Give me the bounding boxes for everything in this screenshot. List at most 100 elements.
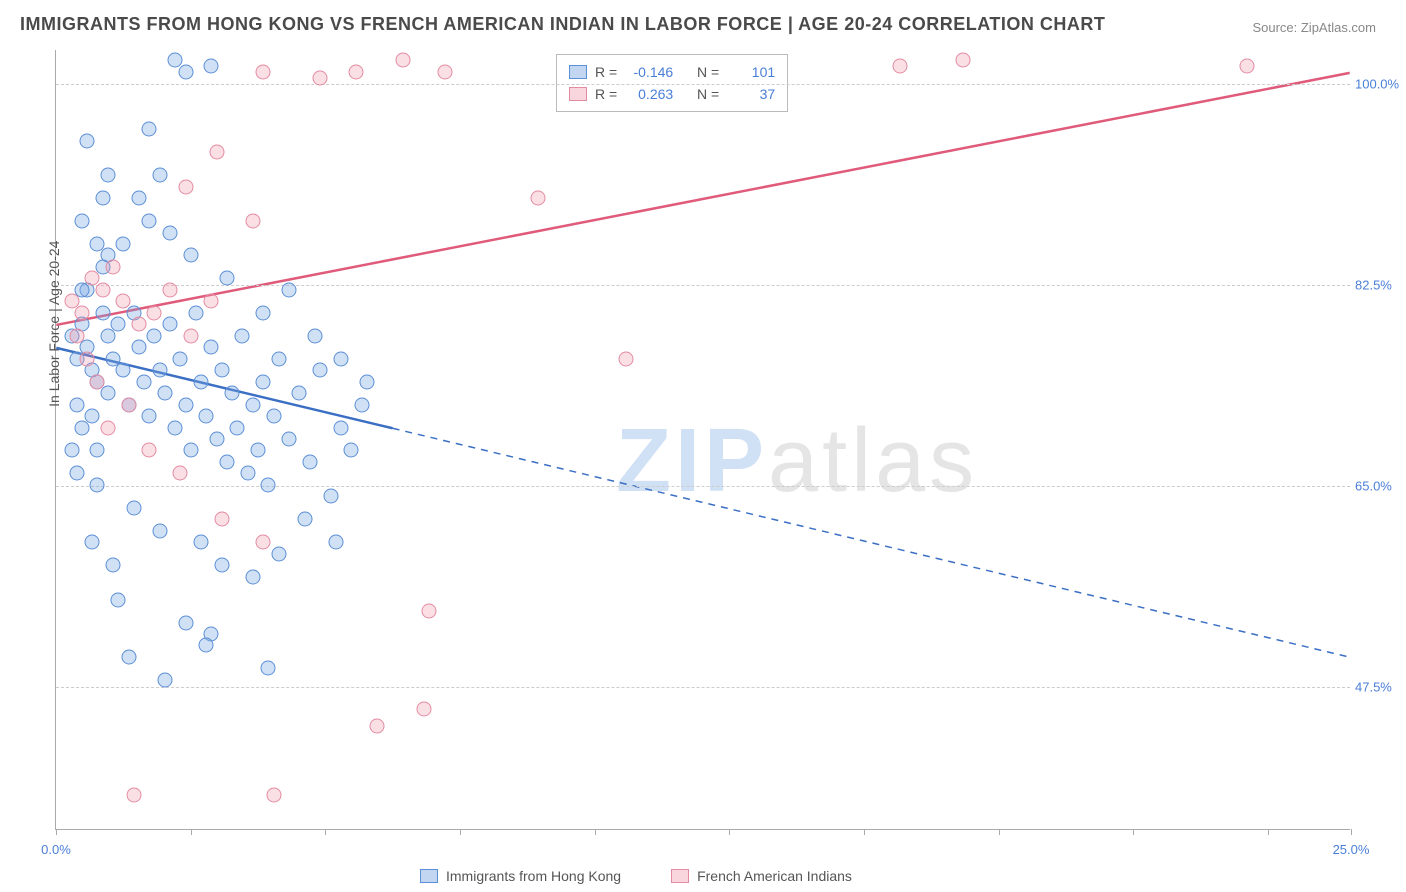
x-tick bbox=[1268, 829, 1269, 835]
data-point-b bbox=[396, 53, 411, 68]
trend-lines-layer bbox=[56, 50, 1350, 829]
x-tick bbox=[729, 829, 730, 835]
legend-label-a: Immigrants from Hong Kong bbox=[446, 868, 621, 884]
gridline-h bbox=[56, 285, 1350, 286]
data-point-b bbox=[421, 604, 436, 619]
data-point-a bbox=[178, 397, 193, 412]
data-point-b bbox=[142, 443, 157, 458]
data-point-a bbox=[168, 53, 183, 68]
data-point-b bbox=[80, 351, 95, 366]
x-tick bbox=[1351, 829, 1352, 835]
data-point-a bbox=[168, 420, 183, 435]
data-point-a bbox=[245, 569, 260, 584]
data-point-a bbox=[162, 225, 177, 240]
data-point-b bbox=[256, 535, 271, 550]
data-point-a bbox=[240, 466, 255, 481]
legend-item-b: French American Indians bbox=[671, 868, 852, 884]
source-attribution: Source: ZipAtlas.com bbox=[1252, 20, 1376, 35]
data-point-b bbox=[162, 282, 177, 297]
data-point-a bbox=[209, 432, 224, 447]
data-point-a bbox=[261, 477, 276, 492]
data-point-a bbox=[131, 340, 146, 355]
x-tick bbox=[864, 829, 865, 835]
data-point-a bbox=[69, 466, 84, 481]
data-point-a bbox=[188, 305, 203, 320]
x-tick bbox=[1133, 829, 1134, 835]
swatch-b-icon bbox=[671, 869, 689, 883]
legend-label-b: French American Indians bbox=[697, 868, 852, 884]
data-point-b bbox=[955, 53, 970, 68]
data-point-b bbox=[313, 70, 328, 85]
data-point-b bbox=[349, 64, 364, 79]
swatch-a-icon bbox=[420, 869, 438, 883]
y-axis-label: In Labor Force | Age 20-24 bbox=[46, 241, 62, 407]
y-tick-label: 65.0% bbox=[1355, 478, 1405, 493]
data-point-a bbox=[323, 489, 338, 504]
data-point-a bbox=[194, 535, 209, 550]
data-point-a bbox=[333, 420, 348, 435]
data-point-a bbox=[111, 592, 126, 607]
data-point-a bbox=[69, 397, 84, 412]
n-value-b: 37 bbox=[727, 83, 775, 105]
data-point-b bbox=[437, 64, 452, 79]
legend-item-a: Immigrants from Hong Kong bbox=[420, 868, 621, 884]
data-point-a bbox=[100, 386, 115, 401]
x-tick bbox=[460, 829, 461, 835]
bottom-legend: Immigrants from Hong Kong French America… bbox=[420, 868, 852, 884]
data-point-a bbox=[245, 397, 260, 412]
data-point-a bbox=[147, 328, 162, 343]
data-point-a bbox=[131, 191, 146, 206]
data-point-a bbox=[235, 328, 250, 343]
data-point-a bbox=[178, 615, 193, 630]
data-point-b bbox=[147, 305, 162, 320]
data-point-a bbox=[85, 535, 100, 550]
gridline-h bbox=[56, 486, 1350, 487]
data-point-a bbox=[116, 237, 131, 252]
data-point-a bbox=[302, 454, 317, 469]
data-point-b bbox=[95, 282, 110, 297]
data-point-a bbox=[116, 363, 131, 378]
data-point-a bbox=[142, 409, 157, 424]
r-label: R = bbox=[595, 83, 617, 105]
data-point-a bbox=[328, 535, 343, 550]
data-point-a bbox=[256, 305, 271, 320]
data-point-a bbox=[271, 351, 286, 366]
legend-row-a: R = -0.146 N = 101 bbox=[569, 61, 775, 83]
data-point-b bbox=[266, 787, 281, 802]
data-point-b bbox=[100, 420, 115, 435]
data-point-b bbox=[131, 317, 146, 332]
data-point-b bbox=[90, 374, 105, 389]
trend-line-a-dashed bbox=[393, 428, 1350, 657]
data-point-a bbox=[313, 363, 328, 378]
swatch-b-icon bbox=[569, 87, 587, 101]
r-label: R = bbox=[595, 61, 617, 83]
gridline-h bbox=[56, 84, 1350, 85]
data-point-b bbox=[173, 466, 188, 481]
chart-title: IMMIGRANTS FROM HONG KONG VS FRENCH AMER… bbox=[20, 14, 1105, 35]
data-point-a bbox=[214, 363, 229, 378]
data-point-a bbox=[100, 168, 115, 183]
data-point-a bbox=[74, 214, 89, 229]
n-label: N = bbox=[697, 83, 719, 105]
r-value-b: 0.263 bbox=[625, 83, 673, 105]
x-tick bbox=[999, 829, 1000, 835]
data-point-a bbox=[225, 386, 240, 401]
data-point-a bbox=[230, 420, 245, 435]
data-point-a bbox=[214, 558, 229, 573]
data-point-b bbox=[214, 512, 229, 527]
data-point-a bbox=[199, 409, 214, 424]
data-point-a bbox=[152, 523, 167, 538]
data-point-a bbox=[282, 432, 297, 447]
data-point-a bbox=[333, 351, 348, 366]
data-point-a bbox=[157, 386, 172, 401]
source-name: ZipAtlas.com bbox=[1301, 20, 1376, 35]
x-tick bbox=[595, 829, 596, 835]
data-point-b bbox=[1240, 59, 1255, 74]
data-point-a bbox=[194, 374, 209, 389]
n-value-a: 101 bbox=[727, 61, 775, 83]
x-tick bbox=[191, 829, 192, 835]
data-point-b bbox=[74, 305, 89, 320]
r-value-a: -0.146 bbox=[625, 61, 673, 83]
data-point-a bbox=[173, 351, 188, 366]
data-point-a bbox=[261, 661, 276, 676]
